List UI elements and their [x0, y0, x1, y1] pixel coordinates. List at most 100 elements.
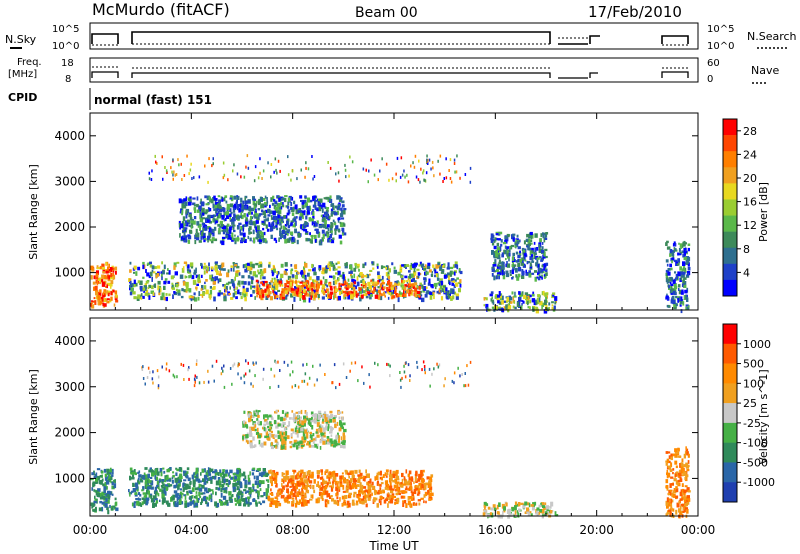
echo-cell [314, 413, 317, 417]
echo-cell [332, 419, 336, 423]
echo-cell [308, 276, 312, 281]
echo-cell [163, 296, 166, 301]
echo-cell [672, 468, 675, 471]
echo-cell [400, 156, 403, 160]
echo-cell [337, 204, 340, 207]
echo-cell [330, 222, 334, 227]
echo-cell [327, 161, 329, 164]
echo-cell [236, 286, 238, 290]
echo-cell [234, 286, 236, 290]
echo-cell [438, 288, 441, 293]
echo-cell [678, 469, 683, 475]
echo-cell [284, 262, 288, 267]
echo-cell [329, 239, 332, 242]
echo-cell [683, 277, 687, 280]
echo-cell [428, 480, 431, 484]
echo-cell [350, 470, 354, 475]
echo-cell [309, 439, 312, 443]
echo-cell [312, 433, 315, 437]
echo-cell [509, 246, 511, 249]
echo-cell [670, 498, 673, 504]
echo-cell [297, 210, 300, 214]
echo-cell [679, 266, 683, 271]
echo-cell [428, 158, 431, 162]
echo-cell [218, 229, 221, 234]
echo-cell [279, 217, 282, 222]
echo-cell [314, 292, 317, 298]
echo-cell [295, 209, 299, 215]
echo-cell [209, 294, 212, 300]
echo-cell [543, 309, 548, 314]
echo-cell [230, 476, 233, 480]
echo-cell [401, 478, 404, 483]
echo-cell [232, 205, 236, 208]
echo-cell [207, 214, 211, 220]
echo-cell [140, 293, 143, 297]
echo-cell [666, 469, 669, 475]
echo-cell [91, 487, 94, 491]
echo-cell [354, 484, 358, 489]
echo-cell [244, 475, 247, 480]
echo-cell [253, 179, 256, 183]
echo-cell [225, 225, 228, 230]
echo-cell [450, 296, 453, 301]
echo-cell [419, 261, 422, 266]
echo-cell [105, 262, 108, 266]
echo-cell [303, 499, 306, 505]
echo-cell [100, 481, 103, 485]
echo-cell [102, 483, 105, 487]
echo-cell [163, 486, 165, 489]
echo-cell [316, 470, 320, 474]
echo-cell [405, 503, 408, 508]
echo-cell [329, 291, 334, 295]
echo-cell [275, 239, 278, 244]
echo-cell [138, 492, 141, 495]
echo-cell [275, 222, 279, 226]
echo-cell [247, 480, 251, 485]
echo-cell [290, 269, 293, 275]
echo-cell [245, 165, 247, 169]
echo-cell [400, 482, 403, 485]
echo-cell [195, 267, 197, 271]
echo-cell [512, 256, 515, 261]
echo-cell [315, 289, 319, 292]
echo-cell [318, 491, 322, 497]
echo-cell [666, 279, 669, 284]
echo-cell [516, 234, 519, 238]
echo-cell [238, 490, 242, 495]
echo-cell [246, 287, 249, 292]
echo-cell [309, 498, 313, 501]
echo-cell [167, 280, 171, 284]
echo-cell [253, 214, 256, 218]
echo-cell [184, 500, 188, 506]
echo-cell [345, 479, 348, 482]
echo-cell [273, 420, 277, 425]
echo-cell [299, 195, 303, 199]
echo-cell [339, 475, 343, 480]
echo-cell [291, 212, 295, 216]
echo-cell [224, 195, 228, 198]
echo-cell [238, 207, 241, 213]
echo-cell [298, 488, 301, 493]
echo-cell [251, 279, 254, 285]
echo-cell [675, 487, 679, 493]
echo-cell [93, 286, 96, 291]
echo-cell [326, 493, 329, 498]
echo-cell [219, 212, 222, 216]
freq-panel: Freq. [MHz] 18 8 60 0 Nave [8, 57, 779, 85]
echo-cell [252, 486, 255, 491]
echo-cell [298, 208, 301, 211]
echo-cell [175, 467, 178, 470]
echo-cell [228, 234, 231, 238]
echo-cell [339, 221, 342, 224]
echo-cell [305, 411, 308, 417]
echo-cell [306, 211, 311, 215]
echo-cell [277, 159, 280, 163]
echo-cell [400, 275, 403, 279]
echo-cell [230, 268, 233, 272]
echo-cell [299, 297, 302, 301]
echo-cell [678, 500, 681, 504]
echo-cell [687, 256, 691, 262]
echo-cell [323, 197, 327, 200]
echo-cell [354, 265, 357, 269]
